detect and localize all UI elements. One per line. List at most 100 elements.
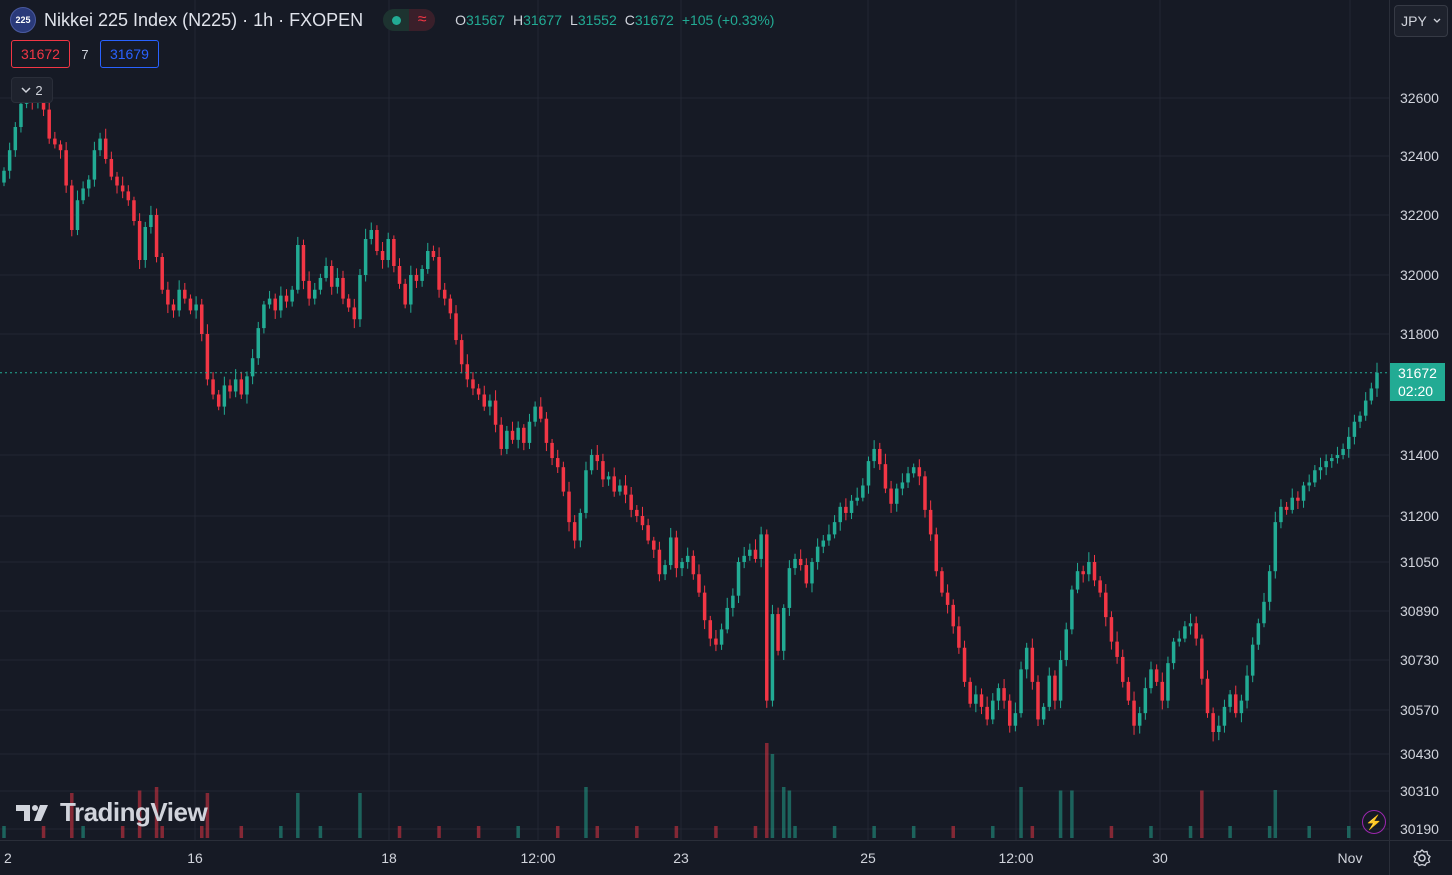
candle-body <box>426 251 430 269</box>
candle-body <box>872 448 876 462</box>
candle-body <box>719 629 724 645</box>
candle-body <box>906 473 910 483</box>
volume-bar <box>991 826 995 838</box>
candle-body <box>375 230 379 251</box>
candle-body <box>1233 694 1238 714</box>
price-tick-label: 31800 <box>1400 326 1439 342</box>
candle-body <box>1352 421 1357 437</box>
time-tick-label: 25 <box>860 850 876 866</box>
market-open-icon[interactable] <box>383 9 410 31</box>
candle-body <box>1262 601 1266 624</box>
open-label: O <box>455 12 467 28</box>
candle-body <box>1047 675 1052 707</box>
settings-button[interactable] <box>1389 840 1452 875</box>
candle-body <box>894 488 899 504</box>
candle-body <box>1290 497 1294 510</box>
indicators-toggle-button[interactable]: 2 <box>11 77 53 103</box>
candle-body <box>697 574 701 593</box>
market-status[interactable]: ≈ <box>383 9 436 31</box>
tradingview-logo-icon <box>16 804 48 821</box>
candle-body <box>1222 706 1227 726</box>
volume-bar <box>1346 826 1351 838</box>
volume-bar <box>160 826 164 838</box>
candle-body <box>844 506 848 513</box>
candle-body <box>1007 700 1012 726</box>
candle-body <box>194 304 198 311</box>
currency-button[interactable]: JPY <box>1394 5 1448 37</box>
time-tick-label: 12:00 <box>520 850 556 866</box>
candle-body <box>793 558 797 569</box>
candle-body <box>657 549 662 575</box>
lightning-icon[interactable]: ⚡ <box>1362 810 1386 834</box>
price-axis[interactable]: 32600 32400 32200 32000 31800 31400 31200 31050… <box>1389 0 1452 840</box>
candle-body <box>369 230 374 239</box>
candle-body <box>1194 623 1198 639</box>
candle-body <box>1200 638 1204 679</box>
candle-body <box>448 298 453 314</box>
candle-body <box>329 266 334 287</box>
candle-body <box>1228 694 1232 707</box>
volume-bar <box>555 826 560 838</box>
candle-body <box>200 304 204 334</box>
time-tick-label: 16 <box>187 850 203 866</box>
candle-body <box>1330 458 1334 462</box>
candle-body <box>663 565 667 575</box>
candle-body <box>488 400 492 407</box>
volume-bar <box>1109 826 1114 838</box>
candle-body <box>742 555 746 562</box>
candle-body <box>459 340 464 365</box>
candle-body <box>1013 713 1018 726</box>
candle-body <box>708 620 713 639</box>
candle-body <box>143 227 148 260</box>
candle-body <box>414 275 419 281</box>
volume-bar <box>200 826 204 838</box>
candle-body <box>245 376 249 395</box>
candle-body <box>1363 400 1368 416</box>
candle-body <box>1324 461 1328 468</box>
tradingview-watermark[interactable]: TradingView <box>16 797 208 828</box>
candle-body <box>652 540 656 550</box>
symbol-title[interactable]: Nikkei 225 Index (N225) · 1h · FXOPEN <box>44 9 364 30</box>
candle-body <box>1002 688 1006 701</box>
candle-body <box>262 304 266 329</box>
candle-body <box>250 358 255 377</box>
candle-body <box>149 215 153 227</box>
candle-body <box>87 179 91 189</box>
volume-bar <box>205 793 210 838</box>
buy-button[interactable]: 31679 <box>99 40 159 68</box>
candle-body <box>505 430 509 449</box>
price-tick-label: 30570 <box>1400 702 1439 718</box>
candle-body <box>827 534 831 541</box>
candle-body <box>75 200 80 230</box>
time-tick-label: 23 <box>673 850 689 866</box>
candle-body <box>352 307 357 320</box>
candle-body <box>1070 589 1074 630</box>
volume-bar <box>1200 790 1204 838</box>
candle-body <box>471 379 475 389</box>
time-axis[interactable]: 2 16 18 12:00 23 25 12:00 30 Nov <box>0 840 1389 875</box>
candle-body <box>324 266 328 278</box>
candle-body <box>985 706 989 720</box>
candle-body <box>685 555 690 562</box>
candle-body <box>1030 647 1035 682</box>
sell-button[interactable]: 31672 <box>11 40 70 68</box>
volume-bar <box>584 787 588 838</box>
watermark-text: TradingView <box>60 797 208 827</box>
candle-body <box>510 430 515 440</box>
price-tick-label: 30310 <box>1400 783 1439 799</box>
chart-area[interactable] <box>0 0 1389 840</box>
candle-body <box>1109 617 1114 642</box>
chevron-down-icon <box>21 87 31 94</box>
candle-body <box>1318 467 1323 471</box>
volume-bar <box>765 743 769 838</box>
price-chart[interactable] <box>0 0 1389 840</box>
high-value: 31677 <box>523 12 563 28</box>
candle-body <box>465 364 470 380</box>
volume-bar <box>911 826 916 838</box>
candle-body <box>454 313 458 341</box>
chevron-down-icon <box>1433 18 1441 23</box>
wave-icon[interactable]: ≈ <box>409 9 436 31</box>
candle-body <box>363 239 368 275</box>
candle-body <box>183 289 187 299</box>
candle-body <box>674 537 679 569</box>
